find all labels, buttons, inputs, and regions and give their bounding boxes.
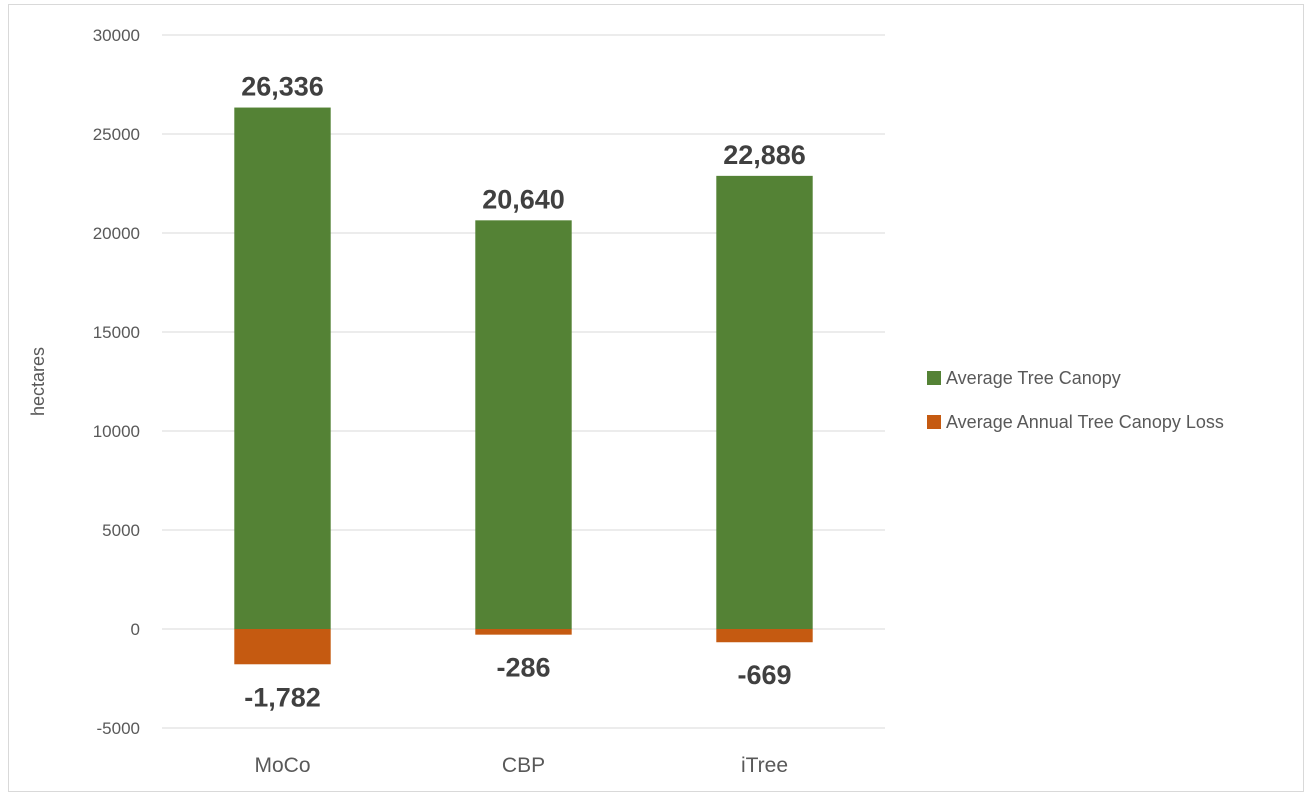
y-tick-label: 25000 [93,125,140,144]
y-tick-label: 30000 [93,26,140,45]
bar-loss [716,629,813,643]
data-label: 20,640 [482,184,565,214]
legend-swatch [927,371,941,385]
x-tick-label: MoCo [254,754,310,777]
y-tick-labels: -5000 0 5000 10000 15000 20000 25000 30000 [93,26,140,738]
data-label: -286 [496,653,550,683]
y-axis-label: hectares [28,347,48,416]
data-label: -669 [737,660,791,690]
legend-swatch [927,415,941,429]
y-tick-label: 20000 [93,224,140,243]
x-tick-label: CBP [502,754,545,777]
y-tick-label: 10000 [93,422,140,441]
x-tick-labels: MoCo CBP iTree [254,754,788,777]
y-tick-label: 15000 [93,323,140,342]
y-tick-label: -5000 [97,719,140,738]
bars [234,107,813,665]
chart-frame [8,4,1304,792]
bar-loss [234,629,331,665]
legend: Average Tree Canopy Average Annual Tree C… [927,368,1224,432]
y-tick-label: 0 [131,620,140,639]
legend-entry: Average Annual Tree Canopy Loss [946,412,1224,432]
data-label: 26,336 [241,72,324,102]
bar-loss [475,629,572,635]
x-tick-label: iTree [741,754,788,777]
data-label: -1,782 [244,682,321,712]
y-tick-label: 5000 [102,521,140,540]
bar-canopy [475,220,572,629]
data-labels: 26,336 -1,782 20,640 -286 22,886 -669 [241,72,806,713]
legend-entry: Average Tree Canopy [946,368,1121,388]
bar-canopy [716,175,813,630]
bar-canopy [234,107,331,630]
data-label: 22,886 [723,140,806,170]
